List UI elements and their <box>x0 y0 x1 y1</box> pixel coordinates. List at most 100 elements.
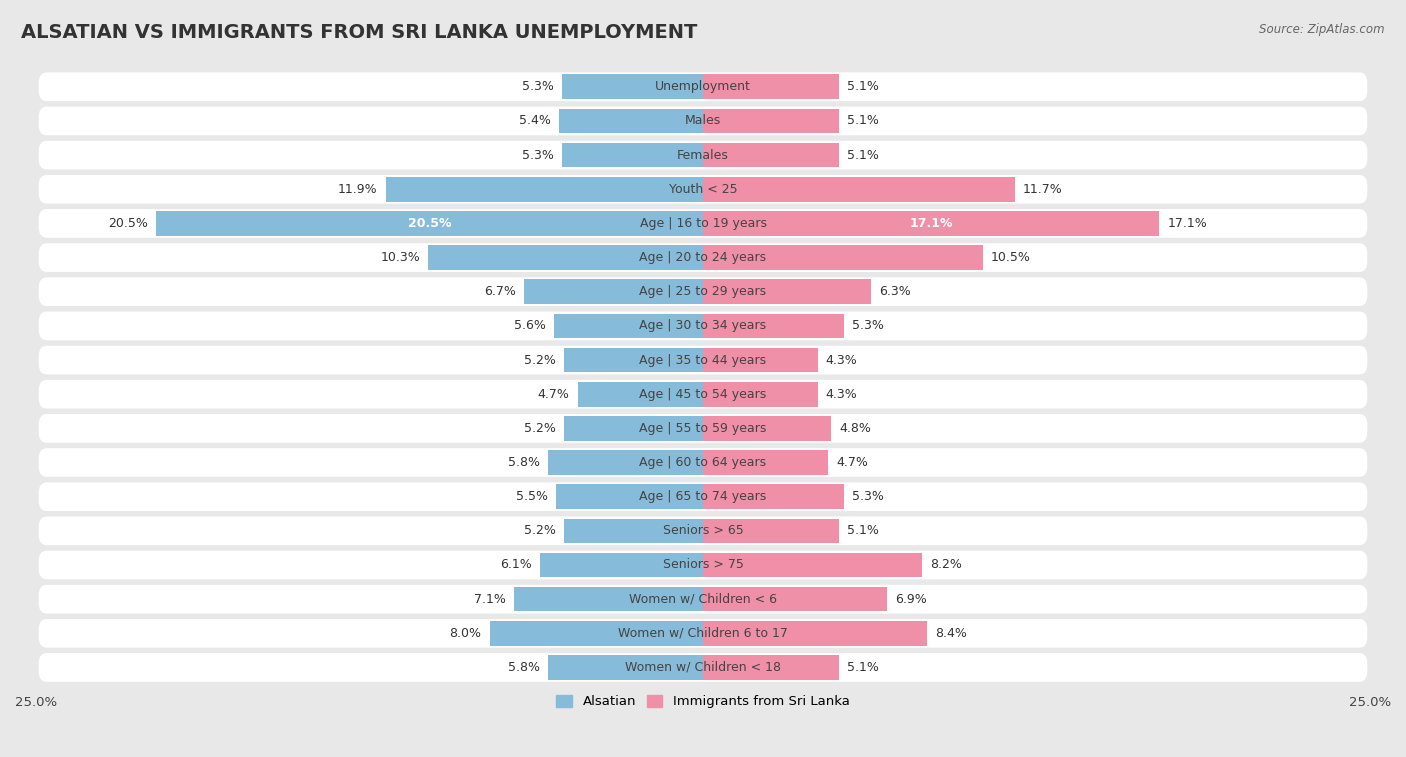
Bar <box>703 313 845 338</box>
Bar <box>560 109 703 133</box>
FancyBboxPatch shape <box>39 73 1367 101</box>
Bar <box>703 245 983 269</box>
Bar <box>703 279 872 304</box>
FancyBboxPatch shape <box>39 312 1367 340</box>
Bar <box>578 382 703 407</box>
FancyBboxPatch shape <box>39 209 1367 238</box>
FancyBboxPatch shape <box>39 585 1367 613</box>
Text: 4.7%: 4.7% <box>537 388 569 400</box>
Bar <box>564 416 703 441</box>
FancyBboxPatch shape <box>39 175 1367 204</box>
Bar <box>703 211 1159 235</box>
Text: 5.3%: 5.3% <box>522 148 554 161</box>
Bar <box>429 245 703 269</box>
Bar <box>561 143 703 167</box>
Text: 20.5%: 20.5% <box>108 217 148 230</box>
Text: 20.5%: 20.5% <box>408 217 451 230</box>
Bar <box>561 74 703 99</box>
Text: 6.3%: 6.3% <box>879 285 911 298</box>
Text: 17.1%: 17.1% <box>910 217 953 230</box>
Text: 6.1%: 6.1% <box>501 559 533 572</box>
Bar <box>156 211 703 235</box>
Text: Males: Males <box>685 114 721 127</box>
Bar <box>703 109 839 133</box>
Bar <box>564 519 703 543</box>
Bar <box>703 177 1015 201</box>
Bar <box>524 279 703 304</box>
Text: 5.4%: 5.4% <box>519 114 551 127</box>
Bar <box>703 74 839 99</box>
Text: Seniors > 75: Seniors > 75 <box>662 559 744 572</box>
Legend: Alsatian, Immigrants from Sri Lanka: Alsatian, Immigrants from Sri Lanka <box>551 690 855 714</box>
Bar <box>703 382 818 407</box>
FancyBboxPatch shape <box>39 550 1367 579</box>
Bar <box>703 519 839 543</box>
Text: 5.2%: 5.2% <box>524 525 557 537</box>
FancyBboxPatch shape <box>39 619 1367 648</box>
Bar <box>703 621 927 646</box>
Bar <box>703 553 922 578</box>
Text: Age | 35 to 44 years: Age | 35 to 44 years <box>640 354 766 366</box>
Text: 8.0%: 8.0% <box>450 627 482 640</box>
Text: 5.2%: 5.2% <box>524 422 557 435</box>
Bar <box>703 587 887 612</box>
Text: Women w/ Children < 18: Women w/ Children < 18 <box>626 661 780 674</box>
Text: Age | 55 to 59 years: Age | 55 to 59 years <box>640 422 766 435</box>
Text: Age | 30 to 34 years: Age | 30 to 34 years <box>640 319 766 332</box>
Bar <box>703 416 831 441</box>
Bar <box>554 313 703 338</box>
Bar <box>703 450 828 475</box>
FancyBboxPatch shape <box>39 414 1367 443</box>
Text: 5.1%: 5.1% <box>846 525 879 537</box>
Text: 5.6%: 5.6% <box>513 319 546 332</box>
FancyBboxPatch shape <box>39 653 1367 682</box>
Text: 5.1%: 5.1% <box>846 148 879 161</box>
Text: 10.3%: 10.3% <box>381 251 420 264</box>
Text: 5.3%: 5.3% <box>852 491 884 503</box>
Text: 5.3%: 5.3% <box>852 319 884 332</box>
Text: 5.2%: 5.2% <box>524 354 557 366</box>
Text: 11.7%: 11.7% <box>1024 182 1063 196</box>
FancyBboxPatch shape <box>39 243 1367 272</box>
Text: 8.4%: 8.4% <box>935 627 967 640</box>
Text: 4.3%: 4.3% <box>825 388 858 400</box>
Text: 11.9%: 11.9% <box>337 182 378 196</box>
Text: 5.8%: 5.8% <box>508 456 540 469</box>
Text: Age | 25 to 29 years: Age | 25 to 29 years <box>640 285 766 298</box>
Text: 17.1%: 17.1% <box>1167 217 1206 230</box>
Text: 5.8%: 5.8% <box>508 661 540 674</box>
Text: 5.1%: 5.1% <box>846 80 879 93</box>
Text: Females: Females <box>678 148 728 161</box>
Bar <box>703 143 839 167</box>
Text: 5.3%: 5.3% <box>522 80 554 93</box>
Bar <box>548 655 703 680</box>
Text: 4.3%: 4.3% <box>825 354 858 366</box>
Bar <box>703 347 818 372</box>
FancyBboxPatch shape <box>39 482 1367 511</box>
Text: 7.1%: 7.1% <box>474 593 506 606</box>
Text: Source: ZipAtlas.com: Source: ZipAtlas.com <box>1260 23 1385 36</box>
Text: 4.8%: 4.8% <box>839 422 870 435</box>
Text: Age | 45 to 54 years: Age | 45 to 54 years <box>640 388 766 400</box>
Bar <box>703 484 845 509</box>
FancyBboxPatch shape <box>39 448 1367 477</box>
Text: Age | 60 to 64 years: Age | 60 to 64 years <box>640 456 766 469</box>
Text: Women w/ Children 6 to 17: Women w/ Children 6 to 17 <box>619 627 787 640</box>
Text: Age | 16 to 19 years: Age | 16 to 19 years <box>640 217 766 230</box>
FancyBboxPatch shape <box>39 277 1367 306</box>
Text: ALSATIAN VS IMMIGRANTS FROM SRI LANKA UNEMPLOYMENT: ALSATIAN VS IMMIGRANTS FROM SRI LANKA UN… <box>21 23 697 42</box>
Text: 8.2%: 8.2% <box>929 559 962 572</box>
Bar <box>703 655 839 680</box>
Text: Unemployment: Unemployment <box>655 80 751 93</box>
Bar <box>513 587 703 612</box>
Text: 5.1%: 5.1% <box>846 114 879 127</box>
Text: 5.5%: 5.5% <box>516 491 548 503</box>
Text: Women w/ Children < 6: Women w/ Children < 6 <box>628 593 778 606</box>
Text: Youth < 25: Youth < 25 <box>669 182 737 196</box>
FancyBboxPatch shape <box>39 380 1367 409</box>
Bar <box>540 553 703 578</box>
Text: 10.5%: 10.5% <box>991 251 1031 264</box>
Bar <box>385 177 703 201</box>
FancyBboxPatch shape <box>39 516 1367 545</box>
Text: 6.7%: 6.7% <box>485 285 516 298</box>
